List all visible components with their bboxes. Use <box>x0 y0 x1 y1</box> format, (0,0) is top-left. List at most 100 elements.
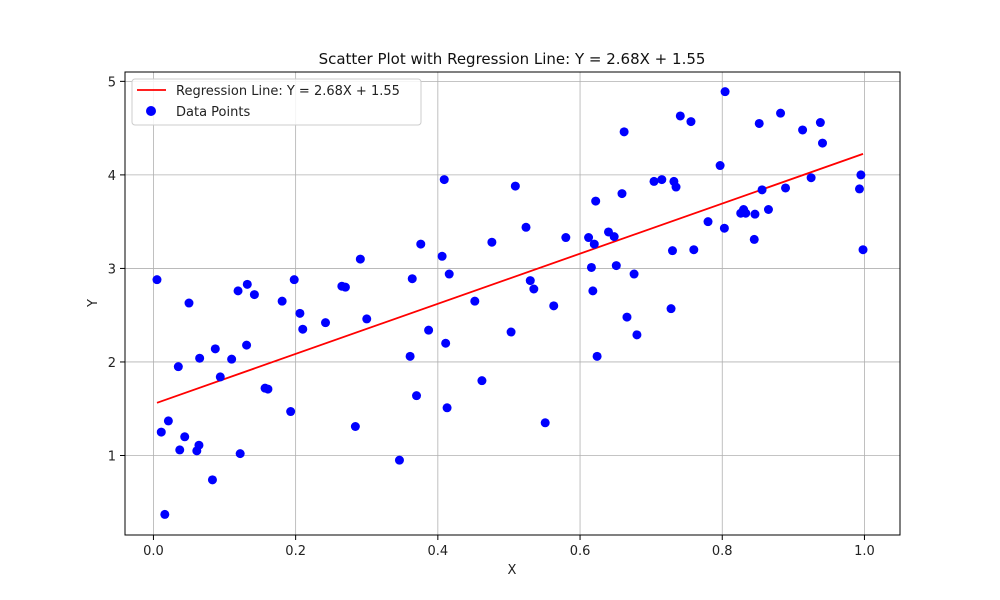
data-point <box>540 418 550 428</box>
data-point <box>175 445 185 455</box>
data-point <box>437 251 447 261</box>
data-point <box>586 262 596 272</box>
data-point <box>611 261 621 271</box>
x-tick-label: 0.8 <box>712 544 733 559</box>
legend-points-swatch <box>146 106 156 116</box>
y-tick-label: 5 <box>108 75 116 90</box>
data-point <box>589 239 599 249</box>
data-point <box>210 344 220 354</box>
data-point <box>416 239 426 249</box>
legend: Regression Line: Y = 2.68X + 1.55 Data P… <box>131 78 422 126</box>
data-point <box>806 173 816 183</box>
data-point <box>442 403 452 413</box>
data-point <box>321 318 331 328</box>
data-point <box>763 204 773 214</box>
data-point <box>629 269 639 279</box>
data-point <box>184 298 194 308</box>
data-point <box>412 391 422 401</box>
x-tick-label: 0.2 <box>285 544 306 559</box>
data-point <box>350 421 360 431</box>
data-point <box>657 175 667 185</box>
data-point <box>776 108 786 118</box>
data-point <box>487 237 497 247</box>
legend-points-label: Data Points <box>176 105 250 120</box>
data-point <box>506 327 516 337</box>
data-point <box>622 312 632 322</box>
data-point <box>667 246 677 256</box>
data-point <box>215 372 225 382</box>
plot-frame <box>124 71 901 536</box>
x-tick-label: 0.4 <box>428 544 449 559</box>
data-point <box>180 432 190 442</box>
data-point <box>798 125 808 135</box>
data-point <box>233 286 243 296</box>
y-tick-label: 2 <box>108 356 116 371</box>
regression-line <box>156 153 864 404</box>
x-tick-label: 0.6 <box>570 544 591 559</box>
data-point <box>521 222 531 232</box>
data-point <box>617 189 627 199</box>
data-point <box>703 217 713 227</box>
data-point <box>156 427 166 437</box>
data-point <box>757 185 767 195</box>
data-point <box>549 301 559 311</box>
data-point <box>163 416 173 426</box>
data-point <box>295 308 305 318</box>
y-tick-label: 3 <box>108 262 116 277</box>
data-point <box>750 209 760 219</box>
data-point <box>525 276 535 286</box>
data-point <box>286 407 296 417</box>
data-point <box>407 274 417 284</box>
data-point <box>477 376 487 386</box>
data-point <box>588 286 598 296</box>
data-point <box>584 233 594 243</box>
data-point <box>818 138 827 148</box>
chart-title: Scatter Plot with Regression Line: Y = 2… <box>319 50 706 68</box>
data-point <box>632 330 642 340</box>
data-point <box>719 223 729 233</box>
data-point <box>289 275 299 285</box>
data-point <box>781 183 791 193</box>
data-point <box>394 455 404 465</box>
data-point <box>207 475 217 485</box>
data-point <box>754 118 764 128</box>
data-point <box>298 324 308 334</box>
data-point <box>619 127 629 137</box>
data-point <box>510 181 520 191</box>
x-axis-label: X <box>508 563 517 578</box>
data-points <box>152 87 868 519</box>
data-point <box>591 196 601 206</box>
legend-regression-label: Regression Line: Y = 2.68X + 1.55 <box>176 84 400 99</box>
data-point <box>441 338 451 348</box>
x-tick-label: 1.0 <box>854 544 875 559</box>
y-axis-ticks: 1 2 3 4 5 <box>108 75 125 464</box>
data-point <box>666 304 676 314</box>
data-point <box>649 176 659 186</box>
data-point <box>671 182 681 192</box>
data-point <box>263 384 273 394</box>
data-point <box>362 314 372 324</box>
data-point <box>741 208 751 218</box>
data-point <box>815 118 825 128</box>
legend-box <box>131 78 422 126</box>
data-point <box>173 362 183 372</box>
data-point <box>858 245 868 255</box>
data-point <box>444 269 454 279</box>
data-point <box>470 296 480 306</box>
x-axis-ticks: 0.0 0.2 0.4 0.6 0.8 1.0 <box>143 535 875 559</box>
data-point <box>242 340 252 350</box>
data-point <box>405 351 415 361</box>
regression-layer <box>156 153 864 404</box>
data-point <box>686 117 696 127</box>
data-point <box>689 245 699 255</box>
data-point <box>856 170 866 180</box>
x-tick-label: 0.0 <box>143 544 164 559</box>
data-point <box>592 351 602 361</box>
data-point <box>561 233 571 243</box>
data-point <box>854 184 864 194</box>
data-point <box>609 232 619 242</box>
data-point <box>242 279 252 289</box>
data-point <box>235 449 245 459</box>
data-point <box>424 325 434 335</box>
